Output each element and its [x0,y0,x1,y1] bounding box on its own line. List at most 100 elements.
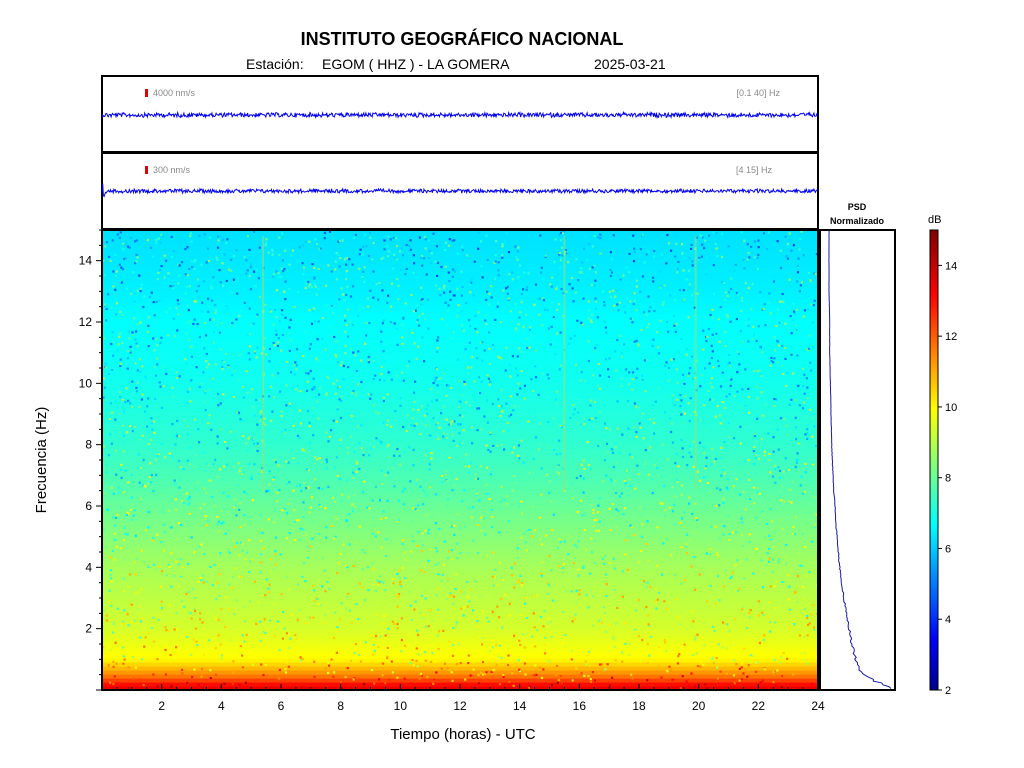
spectrogram-speckle [608,357,611,360]
spectrogram-speckle [296,583,299,586]
spectrogram-speckle [137,453,140,456]
spectrogram-speckle [611,451,615,454]
spectrogram-speckle [140,497,143,500]
spectrogram-speckle [767,459,770,462]
spectrogram-speckle [746,258,749,261]
spectrogram-speckle [627,654,630,657]
spectrogram-speckle [683,382,686,386]
spectrogram-speckle [728,435,731,438]
spectrogram-speckle [230,373,234,376]
spectrogram-speckle [222,521,225,524]
spectrogram-speckle [178,264,181,267]
spectrogram-speckle [434,547,437,550]
spectrogram-speckle [587,650,591,653]
spectrogram-speckle [448,456,451,459]
spectrogram-speckle [231,586,234,589]
spectrogram-speckle [350,348,353,351]
spectrogram-speckle [552,417,555,420]
spectrogram-speckle [796,452,799,455]
spectrogram-speckle [792,673,795,676]
spectrogram-speckle [539,538,542,541]
spectrogram-speckle [691,264,694,267]
spectrogram-speckle [628,453,631,456]
spectrogram-speckle [646,642,649,646]
y-axis-label: Frecuencia (Hz) [33,407,50,514]
spectrogram-speckle [723,407,727,410]
spectrogram-speckle [461,441,464,444]
spectrogram-speckle [259,513,262,517]
spectrogram-speckle [253,463,256,466]
spectrogram-speckle [561,254,564,257]
spectrogram-speckle [705,552,708,555]
spectrogram-speckle [397,518,400,521]
spectrogram-speckle [541,324,544,327]
spectrogram-row [102,614,818,619]
spectrogram-speckle [811,435,814,438]
spectrogram-speckle [179,557,182,561]
spectrogram-speckle [721,232,724,235]
spectrogram-speckle [440,376,443,379]
spectrogram-speckle [540,574,543,577]
spectrogram-speckle [437,391,440,394]
spectrogram-speckle [799,443,802,446]
spectrogram-speckle [194,418,197,421]
spectrogram-speckle [268,583,271,586]
spectrogram-speckle [114,641,117,644]
spectrogram-speckle [485,671,488,674]
spectrogram-speckle [167,434,170,437]
spectrogram-speckle [590,420,593,423]
spectrogram-speckle [215,673,218,676]
spectrogram-speckle [326,375,329,378]
spectrogram-speckle [718,599,721,602]
spectrogram-speckle [597,362,600,365]
spectrogram-speckle [435,423,438,426]
spectrogram-speckle [182,468,185,471]
spectrogram-speckle [398,569,401,572]
spectrogram-speckle [419,672,423,675]
spectrogram-speckle [410,424,413,427]
spectrogram-speckle [379,575,382,578]
spectrogram-speckle [384,517,388,520]
spectrogram-speckle [653,464,656,467]
spectrogram-speckle [216,523,219,526]
spectrogram-speckle [561,567,564,570]
spectrogram-speckle [776,340,779,343]
spectrogram-speckle [200,527,203,530]
spectrogram-speckle [773,404,776,408]
spectrogram-speckle [574,543,577,547]
spectrogram-speckle [306,410,309,413]
spectrogram-speckle [165,311,168,314]
spectrogram-speckle [740,296,744,299]
spectrogram-speckle [254,234,257,237]
spectrogram-speckle [730,575,733,578]
spectrogram-speckle [520,439,523,442]
spectrogram-row [102,506,818,511]
spectrogram-speckle [288,326,291,329]
spectrogram-speckle [769,630,772,633]
spectrogram-speckle [176,329,179,332]
spectrogram-speckle [343,552,346,555]
spectrogram-speckle [600,404,603,407]
spectrogram-speckle [759,681,762,684]
spectrogram-speckle [624,553,627,556]
spectrogram-speckle [214,647,217,650]
spectrogram-speckle [197,284,200,288]
spectrogram-speckle [654,600,657,603]
spectrogram-row [102,658,818,663]
spectrogram-speckle [278,488,281,491]
spectrogram-speckle [501,245,504,248]
spectrogram-speckle [292,424,295,427]
spectrogram-row [102,462,818,467]
spectrogram-speckle [735,589,738,593]
spectrogram-speckle [747,395,750,399]
spectrogram-speckle [370,258,373,261]
spectrogram-speckle [242,470,245,473]
spectrogram-row [102,338,818,343]
spectrogram-speckle [519,310,522,314]
spectrogram-speckle [207,422,210,425]
spectrogram-speckle [670,668,673,671]
spectrogram-speckle [119,332,122,335]
spectrogram-speckle [445,618,448,622]
spectrogram-speckle [696,518,699,521]
spectrogram-speckle [372,404,375,407]
